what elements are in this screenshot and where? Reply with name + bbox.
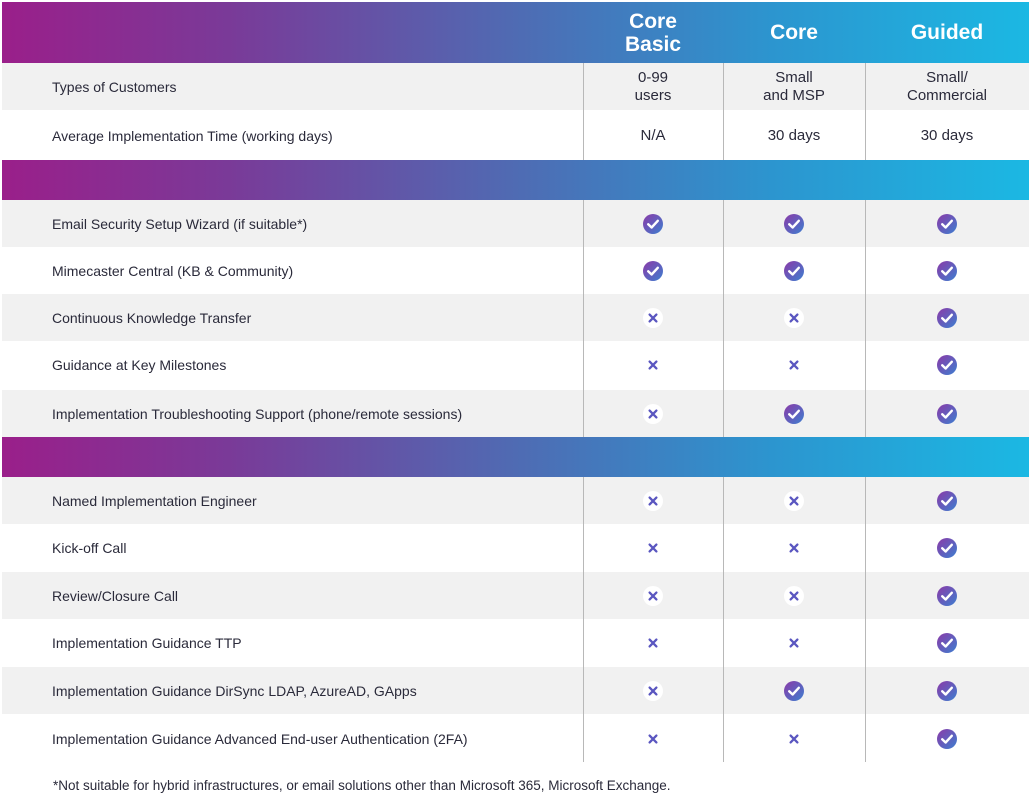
row-label: Kick-off Call [52, 539, 127, 556]
check-icon [583, 247, 723, 294]
table-row: Average Implementation Time (working day… [2, 112, 1029, 159]
column-divider [865, 477, 866, 762]
check-icon [865, 341, 1029, 388]
row-label: Implementation Guidance TTP [52, 634, 242, 651]
value-cell: 0-99 users [634, 68, 672, 104]
check-icon [865, 390, 1029, 437]
column-divider [583, 63, 584, 160]
value-cell: Small and MSP [763, 68, 825, 104]
check-icon [723, 247, 865, 294]
cross-icon [723, 715, 865, 762]
cross-icon [583, 341, 723, 388]
check-icon [865, 524, 1029, 571]
check-icon [865, 619, 1029, 666]
check-icon [865, 477, 1029, 524]
table-row: Guidance at Key Milestones [2, 341, 1029, 388]
section-divider-band [2, 437, 1029, 477]
check-icon [865, 667, 1029, 714]
column-divider [865, 200, 866, 437]
comparison-table: Core Basic Core Guided Types of Customer… [2, 2, 1029, 762]
table-row: Review/Closure Call [2, 572, 1029, 619]
column-header-core: Core [770, 21, 818, 44]
check-icon [723, 390, 865, 437]
cross-icon [723, 572, 865, 619]
check-icon [865, 200, 1029, 247]
table-row: Kick-off Call [2, 524, 1029, 571]
column-divider [723, 477, 724, 762]
value-cell: 30 days [920, 126, 974, 144]
table-row: Named Implementation Engineer [2, 477, 1029, 524]
table-row: Email Security Setup Wizard (if suitable… [2, 200, 1029, 247]
cross-icon [723, 294, 865, 341]
value-cell: Small/ Commercial [906, 68, 987, 104]
column-header-guided: Guided [910, 21, 984, 44]
check-icon [723, 667, 865, 714]
row-label: Named Implementation Engineer [52, 492, 257, 509]
cross-icon [583, 477, 723, 524]
table-row: Types of Customers 0-99 users Small and MS… [2, 63, 1029, 110]
row-label: Implementation Guidance DirSync LDAP, Az… [52, 682, 417, 699]
cross-icon [583, 619, 723, 666]
cross-icon [583, 572, 723, 619]
table-row: Implementation Troubleshooting Support (… [2, 390, 1029, 437]
cross-icon [723, 341, 865, 388]
cross-icon [583, 715, 723, 762]
check-icon [865, 572, 1029, 619]
table-row: Continuous Knowledge Transfer [2, 294, 1029, 341]
cross-icon [583, 390, 723, 437]
row-label: Guidance at Key Milestones [52, 356, 227, 373]
check-icon [865, 247, 1029, 294]
column-divider [583, 477, 584, 762]
cross-icon [583, 294, 723, 341]
row-label: Mimecaster Central (KB & Community) [52, 262, 294, 279]
column-divider [865, 63, 866, 160]
column-divider [583, 200, 584, 437]
header-band [2, 2, 1029, 63]
table-row: Implementation Guidance DirSync LDAP, Az… [2, 667, 1029, 714]
table-row: Implementation Guidance TTP [2, 619, 1029, 666]
value-cell: N/A [640, 126, 666, 144]
column-divider [723, 63, 724, 160]
check-icon [583, 200, 723, 247]
cross-icon [723, 619, 865, 666]
check-icon [723, 200, 865, 247]
cross-icon [583, 524, 723, 571]
table-row: Implementation Guidance Advanced End-use… [2, 715, 1029, 762]
check-icon [865, 715, 1029, 762]
row-label: Types of Customers [52, 78, 177, 95]
row-label: Continuous Knowledge Transfer [52, 309, 252, 326]
row-label: Average Implementation Time (working day… [52, 127, 333, 144]
column-divider [723, 200, 724, 437]
cross-icon [723, 477, 865, 524]
row-label: Implementation Troubleshooting Support (… [52, 405, 463, 422]
column-header-core-basic: Core Basic [624, 9, 682, 56]
value-cell: 30 days [767, 126, 821, 144]
row-label: Implementation Guidance Advanced End-use… [52, 730, 468, 747]
section-divider-band [2, 160, 1029, 200]
check-icon [865, 294, 1029, 341]
row-label: Email Security Setup Wizard (if suitable… [52, 215, 308, 232]
cross-icon [583, 667, 723, 714]
table-row: Mimecaster Central (KB & Community) [2, 247, 1029, 294]
footnote: *Not suitable for hybrid infrastructures… [53, 778, 671, 793]
cross-icon [723, 524, 865, 571]
row-label: Review/Closure Call [52, 587, 179, 604]
